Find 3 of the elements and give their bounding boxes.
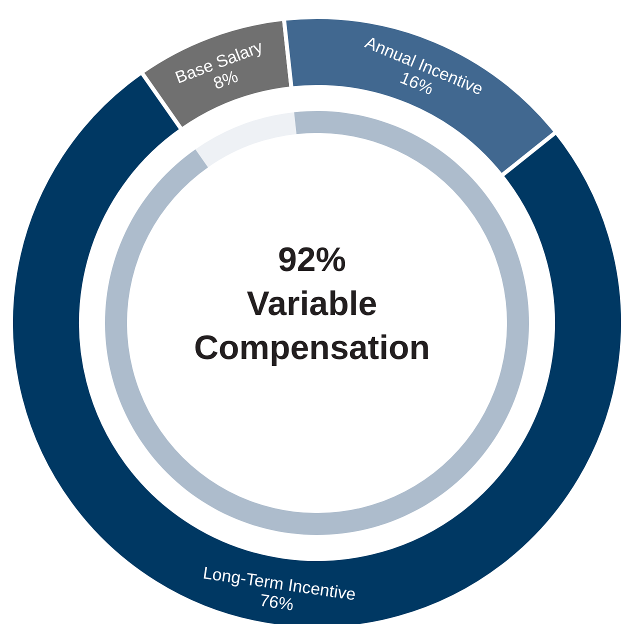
donut-slice: [105, 111, 529, 535]
text: 92% Variable Compensation: [192, 240, 432, 369]
donut-slice: [195, 112, 296, 168]
